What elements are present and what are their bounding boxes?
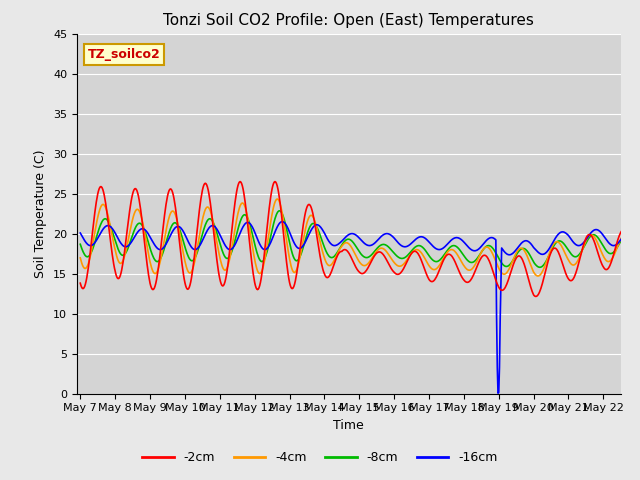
X-axis label: Time: Time: [333, 419, 364, 432]
Title: Tonzi Soil CO2 Profile: Open (East) Temperatures: Tonzi Soil CO2 Profile: Open (East) Temp…: [163, 13, 534, 28]
Y-axis label: Soil Temperature (C): Soil Temperature (C): [35, 149, 47, 278]
Legend: -2cm, -4cm, -8cm, -16cm: -2cm, -4cm, -8cm, -16cm: [138, 446, 502, 469]
Text: TZ_soilco2: TZ_soilco2: [88, 48, 161, 61]
